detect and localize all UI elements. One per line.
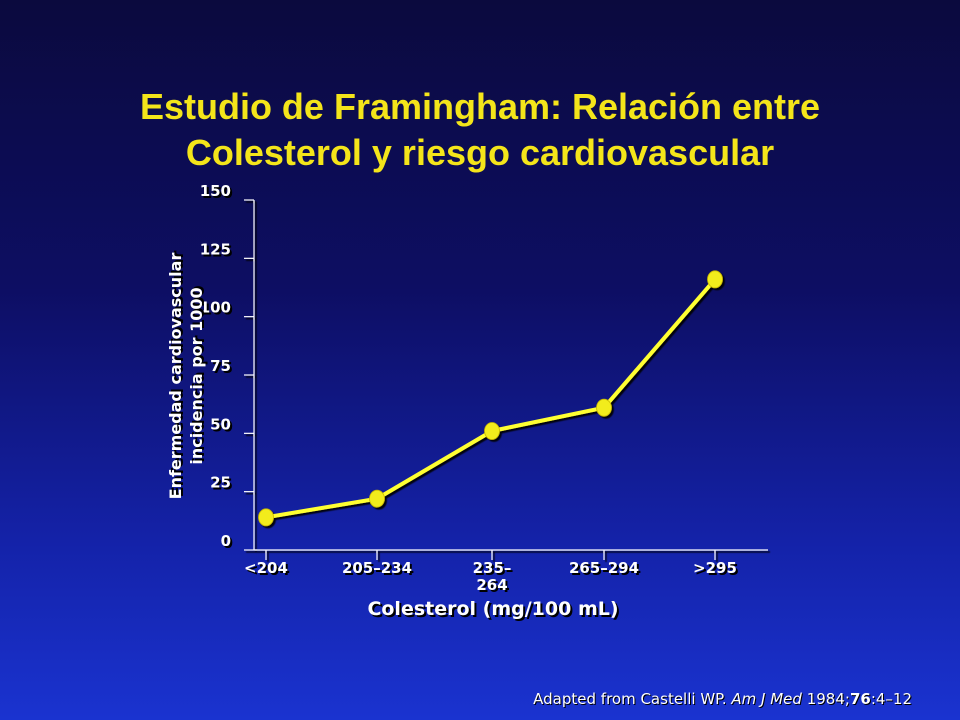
svg-text:150: 150 [200,182,231,200]
svg-text:25: 25 [210,474,231,492]
x-tick-label: >295>295 [693,559,739,579]
svg-text:Colesterol (mg/100 mL): Colesterol (mg/100 mL) [367,598,618,620]
svg-text:100: 100 [200,299,231,317]
slide-title-line2: Colesterol y riesgo cardiovascular [185,132,775,173]
y-tick-label: 00 [221,532,233,552]
citation-prefix: Adapted from Castelli WP. [533,690,732,708]
x-axis-label: Colesterol (mg/100 mL)Colesterol (mg/100… [367,598,620,622]
svg-text:25: 25 [212,476,233,494]
citation-volume: 76 [849,690,871,708]
slide-title: Estudio de Framingham: Relación entre Co… [0,84,960,176]
source-citation: Adapted from Castelli WP. Am J Med 1984;… [533,690,912,708]
data-point [258,508,274,527]
svg-text:264: 264 [478,578,509,596]
svg-text:205–234: 205–234 [344,561,414,579]
data-point [596,398,612,417]
data-point [707,270,723,289]
svg-text:75: 75 [212,359,233,377]
svg-text:Colesterol (mg/100 mL): Colesterol (mg/100 mL) [369,600,620,622]
svg-text:>295: >295 [695,561,739,579]
slide-title-line1: Estudio de Framingham: Relación entre [139,86,821,127]
svg-text:265–294: 265–294 [569,559,639,577]
data-point [484,422,500,440]
citation-pages: :4–12 [870,690,912,708]
svg-text:205–234: 205–234 [342,559,412,577]
svg-text:50: 50 [210,415,231,433]
svg-text:235–: 235– [473,559,512,577]
svg-text:0: 0 [223,534,233,552]
svg-text:<204: <204 [246,561,290,579]
svg-text:264: 264 [476,576,507,594]
svg-text:125: 125 [200,240,231,258]
svg-text:265–294: 265–294 [571,561,641,579]
svg-text:50: 50 [212,417,233,435]
citation-journal: Am J Med [731,690,802,708]
svg-text:75: 75 [210,357,231,375]
svg-text:Enfermedad cardiovascular: Enfermedad cardiovascular [166,253,185,500]
svg-text:125: 125 [202,242,233,260]
svg-text:0: 0 [221,532,231,550]
svg-text:>295: >295 [693,559,737,577]
svg-text:incidencia por 1000: incidencia por 1000 [187,287,206,464]
series-line [265,278,717,520]
svg-text:235–: 235– [475,561,514,579]
x-tick-label: <204<204 [244,559,290,579]
svg-text:150: 150 [202,184,233,202]
svg-text:incidencia por 1000: incidencia por 1000 [189,285,208,462]
svg-text:Enfermedad cardiovascular: Enfermedad cardiovascular [168,251,187,498]
svg-text:<204: <204 [244,559,288,577]
citation-year: 1984; [801,690,850,708]
data-point [369,489,385,508]
svg-text:100: 100 [202,301,233,319]
